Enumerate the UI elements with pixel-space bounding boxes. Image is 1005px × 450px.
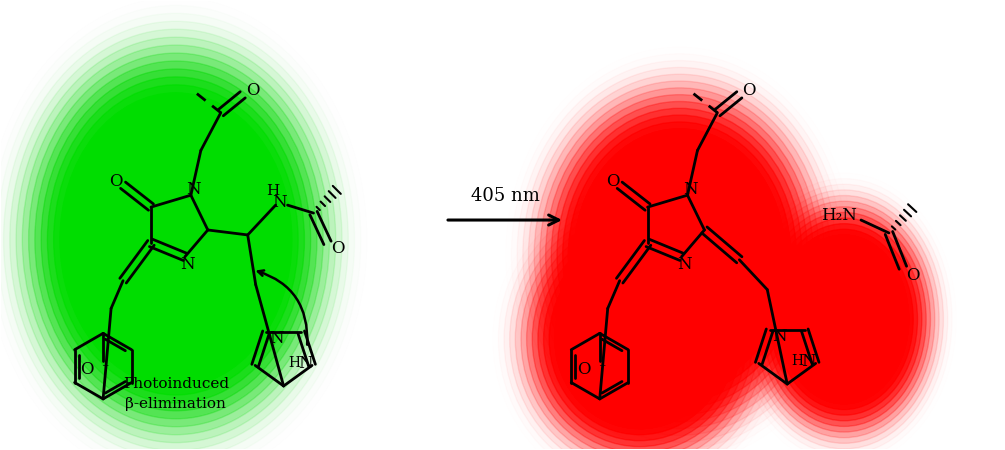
Text: N: N <box>801 353 816 370</box>
Text: 405 nm: 405 nm <box>470 187 540 205</box>
Text: O: O <box>907 267 920 284</box>
Text: N: N <box>272 194 287 211</box>
Ellipse shape <box>35 61 317 419</box>
Text: O: O <box>577 360 591 378</box>
Ellipse shape <box>563 115 796 395</box>
Ellipse shape <box>779 235 909 404</box>
Text: O: O <box>743 82 756 99</box>
Ellipse shape <box>758 207 931 432</box>
Ellipse shape <box>66 101 285 379</box>
Ellipse shape <box>555 250 725 429</box>
Ellipse shape <box>544 238 736 441</box>
Ellipse shape <box>510 202 770 450</box>
Text: H₂N: H₂N <box>821 207 857 224</box>
Ellipse shape <box>523 68 836 442</box>
Ellipse shape <box>775 230 914 410</box>
Ellipse shape <box>749 195 939 443</box>
Text: O: O <box>331 240 344 257</box>
Text: N: N <box>181 256 195 273</box>
Ellipse shape <box>538 232 742 446</box>
Text: N: N <box>677 256 691 273</box>
Text: H: H <box>288 356 300 370</box>
Text: N: N <box>187 181 201 198</box>
Ellipse shape <box>569 122 791 388</box>
Text: ⁻: ⁻ <box>102 362 109 376</box>
Ellipse shape <box>47 77 305 403</box>
Ellipse shape <box>41 69 311 411</box>
Text: β-elimination: β-elimination <box>126 397 226 411</box>
Ellipse shape <box>574 129 785 381</box>
Ellipse shape <box>521 214 759 450</box>
Ellipse shape <box>10 29 342 450</box>
Ellipse shape <box>28 53 324 427</box>
Text: H: H <box>792 355 804 369</box>
Ellipse shape <box>16 37 336 443</box>
Ellipse shape <box>529 74 830 436</box>
Text: O: O <box>606 173 619 190</box>
Ellipse shape <box>745 190 944 449</box>
Text: O: O <box>110 173 123 190</box>
Text: N: N <box>683 181 697 198</box>
Ellipse shape <box>22 45 330 435</box>
Ellipse shape <box>60 93 291 387</box>
Ellipse shape <box>546 94 813 415</box>
Ellipse shape <box>549 244 730 435</box>
Ellipse shape <box>535 81 825 428</box>
Ellipse shape <box>762 212 927 427</box>
Ellipse shape <box>766 218 922 421</box>
Ellipse shape <box>580 135 779 374</box>
Text: ⁻: ⁻ <box>598 362 605 376</box>
Text: N: N <box>297 355 313 372</box>
Text: Photoinduced: Photoinduced <box>123 377 229 391</box>
Ellipse shape <box>533 226 747 450</box>
Ellipse shape <box>516 208 764 450</box>
Text: O: O <box>80 360 93 378</box>
Ellipse shape <box>771 224 918 415</box>
Text: N: N <box>772 328 787 345</box>
Ellipse shape <box>557 108 802 401</box>
Ellipse shape <box>540 88 819 422</box>
Ellipse shape <box>552 102 808 408</box>
Text: N: N <box>268 329 283 346</box>
Ellipse shape <box>754 201 935 438</box>
Ellipse shape <box>527 220 753 450</box>
Text: H: H <box>266 184 279 198</box>
Text: O: O <box>246 82 259 99</box>
Ellipse shape <box>53 85 298 395</box>
